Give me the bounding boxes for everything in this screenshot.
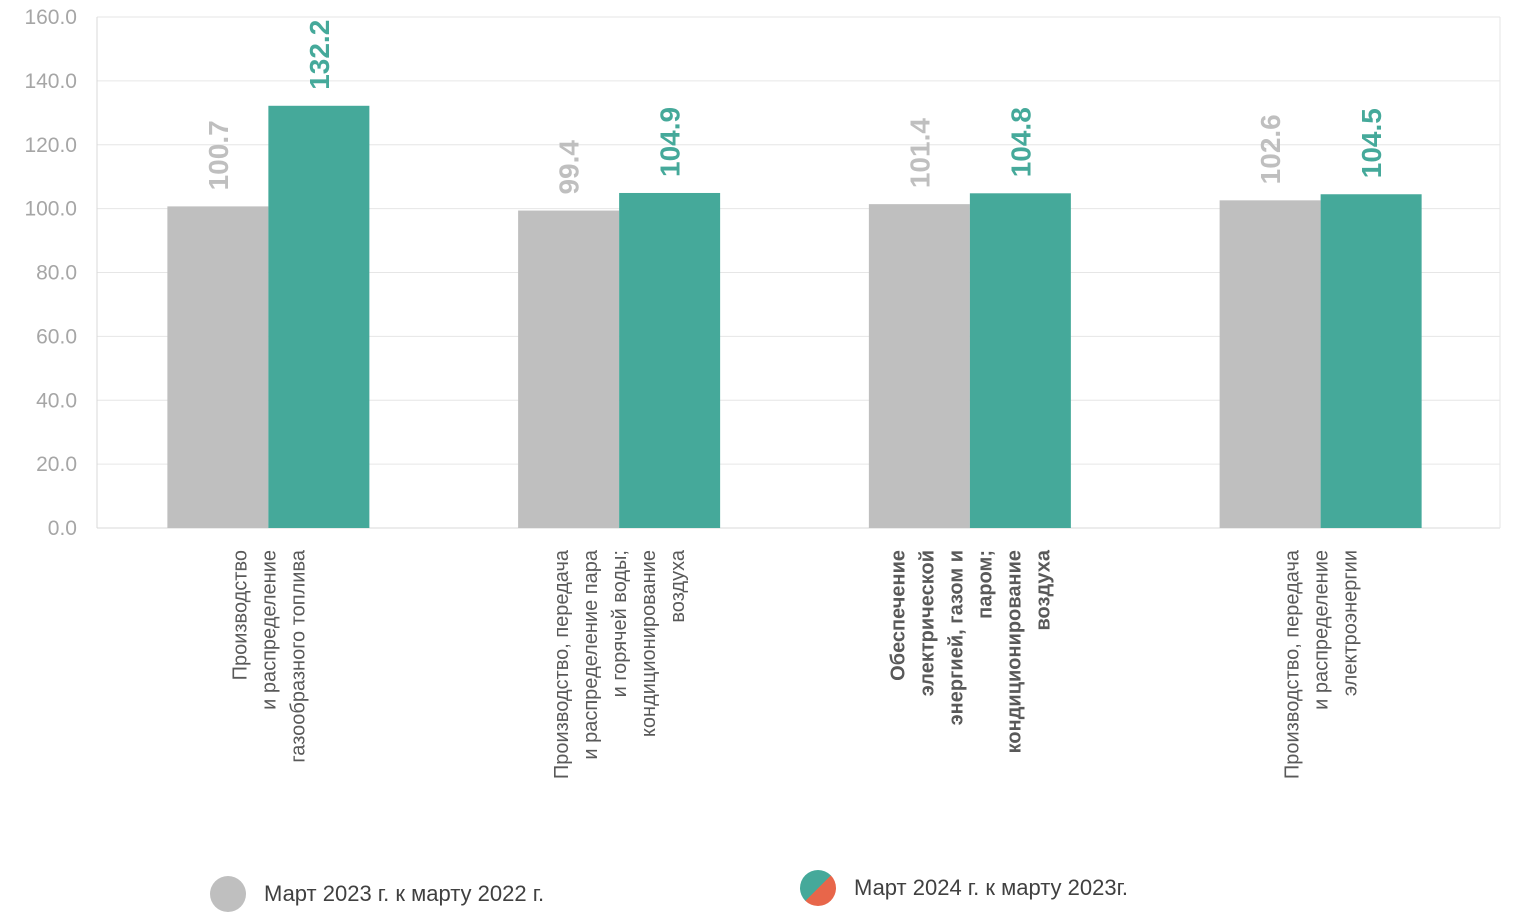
category-label-2-line-4: кондиционирование [638, 550, 660, 737]
bar-series-2-cat-4 [1320, 194, 1422, 529]
value-label-series-2-cat-2: 104.9 [655, 107, 686, 177]
y-tick-label: 20.0 [36, 453, 77, 476]
value-label-series-1-cat-4: 102.6 [1255, 114, 1286, 184]
y-tick-label: 140.0 [24, 70, 77, 93]
y-tick-label: 120.0 [24, 134, 77, 157]
y-tick-label: 0.0 [48, 517, 77, 540]
category-label-3-line-4: паром; [974, 550, 996, 619]
category-label-4-line-3: электроэнергии [1340, 550, 1362, 696]
category-label-2-line-2: и распределение пара [580, 549, 602, 760]
category-label-3-line-6: воздуха [1032, 549, 1054, 630]
value-label-series-2-cat-4: 104.5 [1356, 108, 1387, 178]
legend-label-series-1: Март 2023 г. к марту 2022 г. [264, 881, 545, 906]
value-label-series-1-cat-3: 101.4 [904, 118, 935, 188]
category-label-3-line-1: Обеспечение [887, 550, 909, 681]
bar-series-2-cat-2 [619, 192, 721, 528]
value-label-series-2-cat-1: 132.2 [304, 20, 335, 90]
legend-item-series-2: Март 2024 г. к марту 2023г. [800, 870, 1128, 906]
legend-swatch-split-icon [800, 870, 836, 906]
category-label-1-line-2: и распределение [258, 550, 280, 710]
category-label-4-line-2: и распределение [1311, 550, 1333, 710]
legend-item-series-1: Март 2023 г. к марту 2022 г. [210, 876, 544, 912]
y-tick-label: 40.0 [36, 389, 77, 412]
axes: 0.0 20.0 40.0 60.0 80.0 100.0 120.0 140.0 160.0 [24, 6, 1501, 540]
bar-series-2-cat-1 [268, 105, 370, 528]
bars [167, 105, 1422, 529]
value-label-series-1-cat-2: 99.4 [554, 140, 585, 195]
category-label-4-line-1: Производство, передача [1282, 549, 1304, 779]
category-labels: Производство и распределение газообразного… [229, 549, 1361, 779]
legend-swatch-grey-icon [210, 876, 246, 912]
bar-series-2-cat-3 [969, 193, 1071, 529]
category-label-3-line-2: электрической [916, 550, 938, 696]
category-label-3-line-3: энергией, газом и [945, 550, 967, 725]
category-label-1-line-1: Производство [229, 550, 251, 680]
bar-series-1-cat-3 [868, 204, 970, 528]
y-tick-label: 80.0 [36, 262, 77, 285]
bar-series-1-cat-2 [518, 210, 620, 528]
y-tick-label: 100.0 [24, 198, 77, 221]
bar-series-1-cat-1 [167, 206, 269, 528]
category-label-2-line-3: и горячей воды; [609, 550, 631, 697]
y-tick-label: 60.0 [36, 325, 77, 348]
category-label-1-line-3: газообразного топлива [287, 549, 309, 762]
y-tick-label: 160.0 [24, 6, 77, 29]
value-label-series-1-cat-1: 100.7 [203, 120, 234, 190]
legend-label-series-2: Март 2024 г. к марту 2023г. [854, 875, 1129, 900]
bar-series-1-cat-4 [1219, 200, 1321, 529]
category-label-2-line-1: Производство, передача [551, 549, 573, 779]
category-label-2-line-5: воздуха [667, 549, 689, 622]
value-label-series-2-cat-3: 104.8 [1005, 107, 1036, 177]
value-labels: 100.7 132.2 99.4 104.9 101.4 104.8 102.6 104.5 [203, 20, 1387, 195]
category-label-3-line-5: кондиционирование [1003, 550, 1025, 753]
